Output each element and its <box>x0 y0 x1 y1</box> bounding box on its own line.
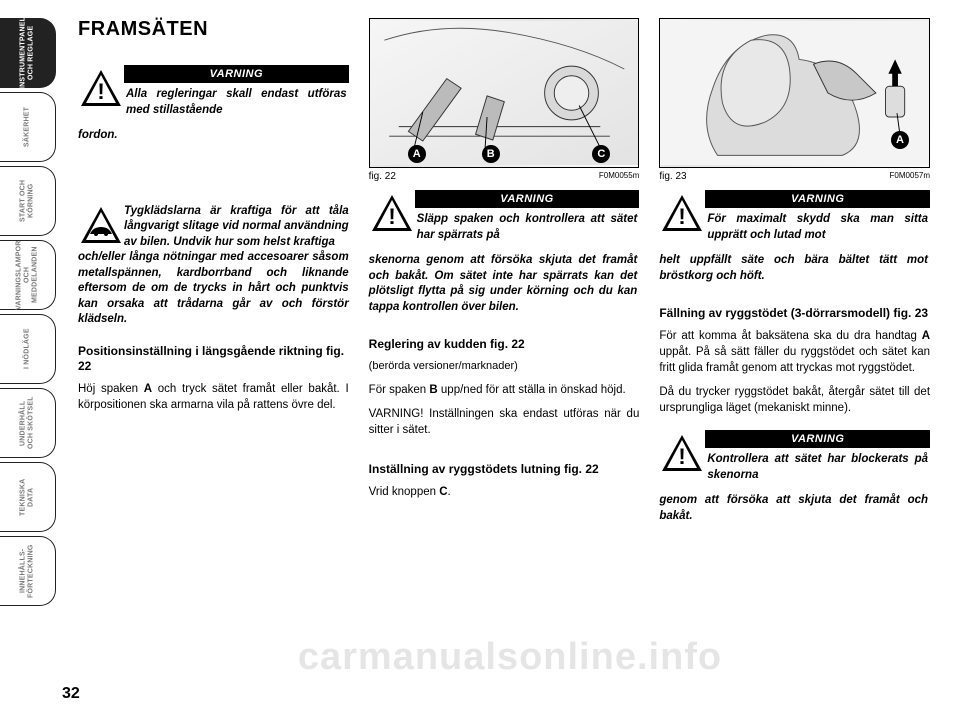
body-fallning-2: Då du trycker ryggstödet bakåt, återgår … <box>659 384 930 416</box>
figure-22-number: fig. 22 <box>369 171 396 182</box>
column-2: A B C fig. 22 F0M0055m ! VARNING <box>369 18 640 530</box>
body-kudden: För spaken B upp/ned för att ställa in ö… <box>369 382 640 398</box>
upholstery-text-rest: och/eller långa nötningar med accesoarer… <box>78 250 349 328</box>
body-kudden-note: (berörda versioner/marknader) <box>369 359 640 374</box>
body-ryggstod-lutning: Vrid knoppen C. <box>369 484 640 500</box>
tab-underhall[interactable]: UNDERHÅLL OCH SKÖTSEL <box>0 388 56 458</box>
figure-23-code: F0M0057m <box>890 171 930 182</box>
warning-text-rest: genom att försöka att skjuta det framåt … <box>659 493 930 530</box>
svg-text:!: ! <box>97 79 104 104</box>
section-tab-rail: INSTRUMENTPANEL OCH REGLAGE SÄKERHET STA… <box>0 0 60 709</box>
tab-nodlage[interactable]: I NÖDLÄGE <box>0 314 56 384</box>
upholstery-care-box: Tygklädslarna är kraftiga för att tåla l… <box>78 202 349 251</box>
page-content: FRAMSÄTEN ! VARNING Alla regleringar ska… <box>60 0 960 709</box>
upholstery-text-lead: Tygklädslarna är kraftiga för att tåla l… <box>124 202 349 251</box>
svg-text:!: ! <box>388 204 395 229</box>
figure-22-callout-B: B <box>482 145 500 163</box>
warning-text-lead: För maximalt skydd ska man sitta upprätt… <box>705 208 930 245</box>
warning-text-rest: skenorna genom att försöka skjuta det fr… <box>369 253 640 321</box>
warning-header: VARNING <box>415 190 640 208</box>
body-position: Höj spaken A och tryck sätet framåt elle… <box>78 381 349 413</box>
figure-23-callout-A: A <box>891 131 909 149</box>
figure-22-callout-A: A <box>408 145 426 163</box>
page-title: FRAMSÄTEN <box>78 18 349 41</box>
body-fallning-1: För att komma åt baksätena ska du dra ha… <box>659 328 930 376</box>
column-1: FRAMSÄTEN ! VARNING Alla regleringar ska… <box>78 18 349 530</box>
svg-text:!: ! <box>679 444 686 469</box>
warning-triangle-icon: ! <box>369 190 415 236</box>
column-3: A fig. 23 F0M0057m ! VARNING För maximal… <box>659 18 930 530</box>
warning-text-lead: Alla regleringar skall endast utföras me… <box>124 83 349 120</box>
warning-header: VARNING <box>705 430 930 448</box>
warning-box-slapp-spaken: ! VARNING Släpp spaken och kontrollera a… <box>369 190 640 245</box>
tab-forteckning[interactable]: INNEHÅLLS- FÖRTECKNING <box>0 536 56 606</box>
warning-triangle-icon: ! <box>659 430 705 476</box>
subhead-kudden: Reglering av kudden fig. 22 <box>369 337 640 353</box>
body-kudden-warn: VARNING! Inställningen ska endast utföra… <box>369 406 640 438</box>
car-care-icon <box>78 202 124 248</box>
tab-instrumentpanel[interactable]: INSTRUMENTPANEL OCH REGLAGE <box>0 18 56 88</box>
subhead-ryggstod-lutning: Inställning av ryggstödets lutning fig. … <box>369 462 640 478</box>
warning-triangle-icon: ! <box>659 190 705 236</box>
warning-text-rest: helt uppfällt säte och bära bältet tätt … <box>659 253 930 290</box>
warning-box-stillastaende: ! VARNING Alla regleringar skall endast … <box>78 65 349 120</box>
warning-box-kontrollera-sate: ! VARNING Kontrollera att sätet har bloc… <box>659 430 930 485</box>
warning-box-maximalt-skydd: ! VARNING För maximalt skydd ska man sit… <box>659 190 930 245</box>
figure-22-code: F0M0055m <box>599 171 639 182</box>
subhead-fallning: Fällning av ryggstödet (3-dörrarsmodell)… <box>659 306 930 322</box>
figure-22-image: A B C <box>369 18 640 168</box>
tab-varningslampor[interactable]: VARNINGSLAMPOR OCH MEDDELANDEN <box>0 240 56 310</box>
warning-text-lead: Kontrollera att sätet har blockerats på … <box>705 448 930 485</box>
tab-sakerhet[interactable]: SÄKERHET <box>0 92 56 162</box>
figure-23: A fig. 23 F0M0057m <box>659 18 930 182</box>
warning-text-rest: fordon. <box>78 128 349 150</box>
tab-tekniska-data[interactable]: TEKNISKA DATA <box>0 462 56 532</box>
watermark: carmanualsonline.info <box>60 636 960 679</box>
svg-text:!: ! <box>679 204 686 229</box>
subhead-position: Positionsinställning i längsgående riktn… <box>78 344 349 375</box>
tab-start-korning[interactable]: START OCH KÖRNING <box>0 166 56 236</box>
warning-triangle-icon: ! <box>78 65 124 111</box>
page-number: 32 <box>62 685 80 703</box>
warning-header: VARNING <box>705 190 930 208</box>
figure-22: A B C fig. 22 F0M0055m <box>369 18 640 182</box>
figure-23-image: A <box>659 18 930 168</box>
warning-text-lead: Släpp spaken och kontrollera att sätet h… <box>415 208 640 245</box>
warning-header: VARNING <box>124 65 349 83</box>
manual-page: INSTRUMENTPANEL OCH REGLAGE SÄKERHET STA… <box>0 0 960 709</box>
figure-23-number: fig. 23 <box>659 171 686 182</box>
